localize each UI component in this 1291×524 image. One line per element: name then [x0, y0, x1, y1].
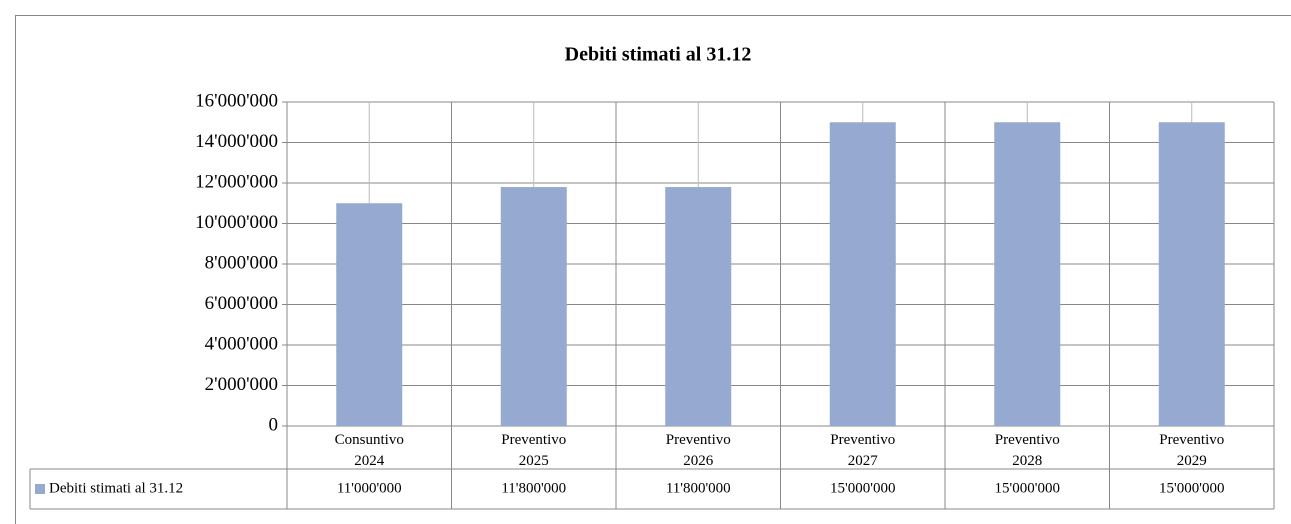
legend-label: Debiti stimati al 31.12 [49, 480, 183, 496]
x-tick-label: Preventivo 2029 [1159, 432, 1225, 469]
y-tick-label: 4'000'000 [205, 333, 278, 354]
y-tick-label: 14'000'000 [195, 131, 278, 152]
x-tick-label: Preventivo 2026 [665, 432, 731, 469]
y-tick-label: 2'000'000 [205, 374, 278, 395]
table-value: 11'800'000 [666, 480, 731, 496]
y-tick-label: 16'000'000 [195, 90, 278, 111]
y-tick-label: 10'000'000 [195, 212, 278, 233]
chart-border [15, 15, 1291, 524]
bar [500, 187, 567, 426]
table-value: 15'000'000 [1159, 480, 1224, 496]
table-value: 11'800'000 [501, 480, 566, 496]
x-tick-label: Preventivo 2025 [501, 432, 567, 469]
bar [665, 187, 732, 426]
bar [829, 122, 896, 426]
table-value: 11'000'000 [337, 480, 402, 496]
y-tick-label: 12'000'000 [195, 171, 278, 192]
chart-title: Debiti stimati al 31.12 [565, 44, 752, 66]
x-tick-label: Consuntivo 2024 [334, 432, 404, 469]
bar [994, 122, 1061, 426]
x-tick-label: Preventivo 2028 [994, 432, 1060, 469]
y-tick-label: 6'000'000 [205, 293, 278, 314]
bar [1158, 122, 1225, 426]
y-tick-label: 0 [269, 414, 279, 435]
y-tick-label: 8'000'000 [205, 252, 278, 273]
x-tick-label: Preventivo 2027 [830, 432, 896, 469]
legend-key [35, 484, 45, 494]
table-value: 15'000'000 [995, 480, 1060, 496]
bar [336, 203, 403, 426]
table-value: 15'000'000 [830, 480, 895, 496]
